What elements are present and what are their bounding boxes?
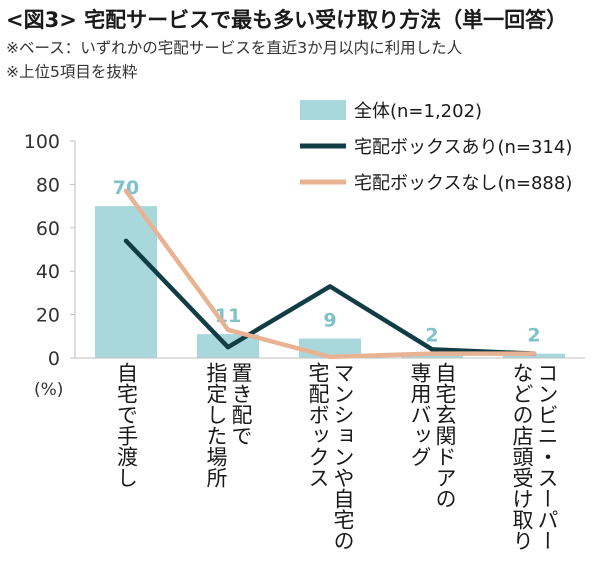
series-line [123, 238, 537, 356]
bar-data-label: 70 [113, 177, 139, 199]
x-category-label: コンビニ・スーパー などの店頭受け取り [510, 362, 559, 551]
bar-data-label: 2 [527, 325, 540, 347]
selection-note: ※上位5項目を抜粋 [6, 63, 138, 81]
y-tick-label: 40 [36, 261, 60, 283]
y-tick-label: 20 [36, 305, 60, 327]
y-tick-label: 100 [24, 131, 60, 153]
y-tick-label: 0 [48, 348, 60, 370]
x-category-label: 置き配で 指定した場所 [204, 362, 253, 488]
legend-label: 宅配ボックスなし(n=888) [354, 173, 572, 194]
y-tick-label: 80 [36, 174, 60, 196]
legend-swatch [300, 100, 346, 120]
y-tick-label: 60 [36, 218, 60, 240]
x-category-label: マンションや自宅の 宅配ボックス [306, 362, 355, 551]
legend-label: 全体(n=1,202) [354, 101, 482, 122]
legend-label: 宅配ボックスあり(n=314) [354, 137, 572, 158]
bar-data-label: 2 [425, 325, 438, 347]
x-category-label: 自宅玄関ドアの 専用バッグ [408, 362, 457, 509]
x-category-label: 自宅で手渡し [114, 362, 139, 488]
base-note: ※ベース：いずれかの宅配サービスを直近3か月以内に利用した人 [6, 39, 463, 57]
bar-data-label: 9 [323, 309, 336, 331]
bar [95, 206, 157, 358]
series-line [123, 188, 537, 360]
chart-title: <図3> 宅配サービスで最も多い受け取り方法（単一回答） [6, 8, 568, 32]
y-axis-unit: (%) [34, 380, 63, 400]
